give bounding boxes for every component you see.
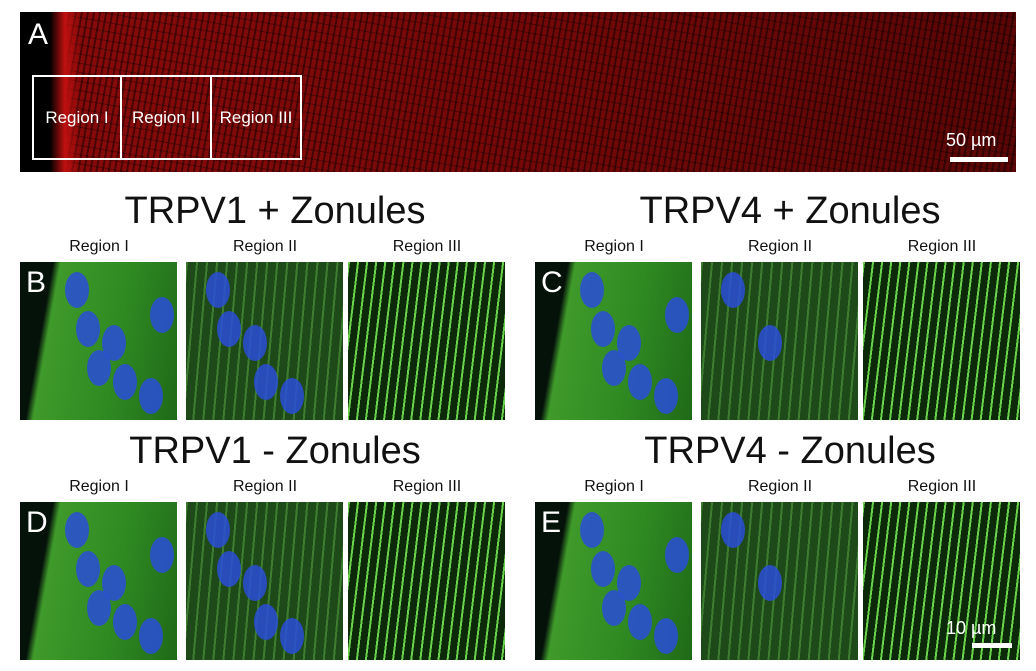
nucleus xyxy=(665,537,689,573)
region-box: Region III xyxy=(210,75,302,160)
micrograph xyxy=(701,262,858,420)
nucleus xyxy=(254,604,278,640)
nucleus xyxy=(665,297,689,333)
micrograph xyxy=(186,262,343,420)
nucleus xyxy=(721,272,745,308)
region-label: Region II xyxy=(747,478,813,495)
nucleus xyxy=(591,551,615,587)
panel-label: A xyxy=(28,18,49,51)
micrograph xyxy=(186,502,343,660)
nucleus xyxy=(150,297,174,333)
micrograph: C xyxy=(535,262,692,420)
nucleus xyxy=(243,565,267,601)
nucleus xyxy=(206,272,230,308)
region-box: Region I xyxy=(32,75,122,160)
micrograph: D xyxy=(20,502,177,660)
nucleus xyxy=(602,350,626,386)
micrograph xyxy=(348,502,505,660)
region-label: Region III xyxy=(392,478,462,495)
nucleus xyxy=(65,512,89,548)
nucleus xyxy=(150,537,174,573)
micrograph: E xyxy=(535,502,692,660)
nucleus xyxy=(76,551,100,587)
nucleus xyxy=(113,364,137,400)
micrograph xyxy=(701,502,858,660)
region-label: Region II xyxy=(747,238,813,255)
nucleus xyxy=(87,350,111,386)
panel-label: E xyxy=(541,506,562,539)
scale-bar-label: 50 µm xyxy=(946,130,997,150)
nucleus xyxy=(654,618,678,654)
scale-bar-label: 10 µm xyxy=(946,618,997,638)
region-label: Region I xyxy=(584,238,644,255)
region-label: Region II xyxy=(232,478,298,495)
nucleus xyxy=(721,512,745,548)
group-title: TRPV4 - Zonules xyxy=(644,430,936,472)
panel-label: D xyxy=(26,506,48,539)
nucleus xyxy=(580,272,604,308)
scale-bar xyxy=(972,643,1012,648)
group-title: TRPV1 - Zonules xyxy=(129,430,421,472)
panel-label: C xyxy=(541,266,563,299)
nucleus xyxy=(217,551,241,587)
nucleus xyxy=(87,590,111,626)
nucleus xyxy=(758,325,782,361)
nucleus xyxy=(206,512,230,548)
nucleus xyxy=(580,512,604,548)
region-label: Region II xyxy=(232,238,298,255)
region-label: Region III xyxy=(907,238,977,255)
region-label: Region I xyxy=(584,478,644,495)
micrograph: B xyxy=(20,262,177,420)
region-label: Region I xyxy=(69,238,129,255)
nucleus xyxy=(139,378,163,414)
group-title: TRPV4 + Zonules xyxy=(639,190,941,232)
panel-a-image: A Region I Region II Region III 50 µm xyxy=(20,12,1016,172)
nucleus xyxy=(243,325,267,361)
nucleus xyxy=(602,590,626,626)
nucleus xyxy=(654,378,678,414)
nucleus xyxy=(113,604,137,640)
nucleus xyxy=(628,364,652,400)
panel-label: B xyxy=(26,266,47,299)
scale-bar xyxy=(950,157,1008,162)
micrograph xyxy=(348,262,505,420)
nucleus xyxy=(254,364,278,400)
region-label: Region III xyxy=(907,478,977,495)
nucleus xyxy=(76,311,100,347)
nucleus xyxy=(217,311,241,347)
micrograph xyxy=(863,262,1020,420)
nucleus xyxy=(280,378,304,414)
group-title: TRPV1 + Zonules xyxy=(124,190,426,232)
nucleus xyxy=(139,618,163,654)
micrograph xyxy=(863,502,1020,660)
nucleus xyxy=(758,565,782,601)
nucleus xyxy=(65,272,89,308)
nucleus xyxy=(591,311,615,347)
nucleus xyxy=(280,618,304,654)
region-label: Region I xyxy=(69,478,129,495)
region-box: Region II xyxy=(120,75,212,160)
region-label: Region III xyxy=(392,238,462,255)
nucleus xyxy=(628,604,652,640)
